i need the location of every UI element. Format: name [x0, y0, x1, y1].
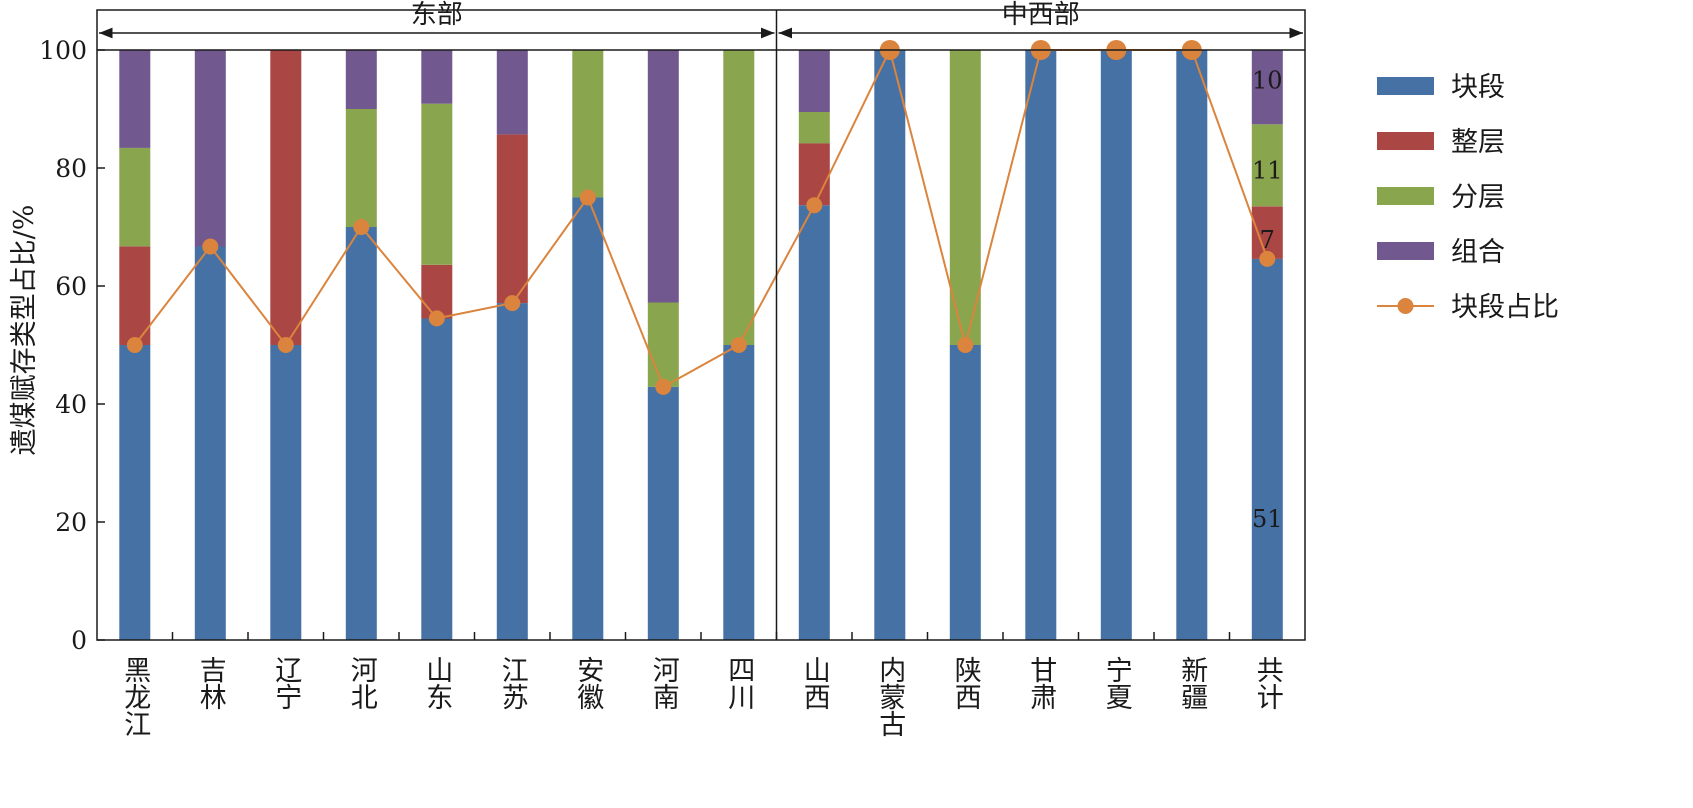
bar-segment — [647, 302, 679, 387]
y-tick-label: 40 — [55, 390, 87, 419]
line-point — [428, 310, 445, 327]
legend-line-marker — [1397, 298, 1414, 314]
legend-swatch — [1377, 187, 1434, 205]
x-tick-label: 新疆 — [1176, 656, 1208, 710]
line-point — [202, 238, 219, 255]
x-tick-label: 吉林 — [195, 656, 227, 710]
y-axis-title: 遗煤赋存类型占比/% — [9, 205, 40, 456]
bar-segment — [798, 50, 830, 112]
bar-segment — [949, 345, 981, 640]
bar-segment — [194, 246, 226, 640]
legend-label: 组合 — [1451, 237, 1505, 268]
y-tick-label: 60 — [55, 272, 87, 301]
group-label: 东部 — [411, 0, 463, 30]
x-tick-label: 山东 — [421, 656, 452, 710]
bar-segment — [421, 50, 453, 104]
bar-segment — [119, 246, 151, 345]
x-tick-label: 四川 — [723, 656, 755, 710]
bar-segment — [119, 345, 151, 640]
bar-segment — [421, 264, 453, 319]
line-point — [730, 337, 747, 353]
x-tick-label: 山西 — [799, 656, 830, 710]
legend-label: 块段 — [1451, 72, 1505, 103]
bar-segment — [194, 50, 226, 247]
x-tick-label: 宁夏 — [1101, 656, 1133, 710]
group-label: 中西部 — [1002, 0, 1080, 30]
bars-layer — [119, 50, 1283, 640]
bar-segment — [723, 50, 755, 345]
legend-swatch — [1377, 77, 1434, 95]
bar-segment — [345, 50, 377, 109]
bar-segment — [1251, 258, 1283, 640]
x-tick-label: 黑龙江 — [119, 656, 151, 737]
data-label: 7 — [1260, 226, 1275, 254]
x-tick-label: 辽宁 — [270, 656, 302, 710]
x-tick-label: 江苏 — [497, 656, 528, 710]
bar-segment — [345, 227, 377, 640]
data-label: 11 — [1252, 156, 1283, 184]
line-point — [579, 189, 596, 206]
y-axis-title-layer: 遗煤赋存类型占比/% — [9, 205, 40, 456]
legend-swatch — [1377, 132, 1434, 150]
legend-label: 块段占比 — [1451, 292, 1559, 323]
line-point — [655, 378, 672, 395]
group-labels-layer: 东部 中西部 — [99, 0, 1303, 640]
bar-segment — [647, 386, 679, 640]
bar-segment — [1100, 50, 1132, 640]
bar-segment — [647, 50, 679, 303]
bar-segment — [496, 303, 528, 640]
y-tick-label: 20 — [55, 508, 87, 537]
line-series-path — [134, 47, 1269, 389]
bar-segment — [270, 345, 302, 640]
bar-segment — [421, 318, 453, 640]
line-point — [957, 337, 974, 353]
bar-segment — [798, 112, 830, 144]
line-point — [806, 197, 823, 214]
data-label: 51 — [1252, 505, 1283, 533]
bar-segment — [1251, 124, 1283, 207]
x-tick-label: 甘肃 — [1025, 656, 1056, 710]
bar-segment — [270, 50, 302, 345]
line-point — [1259, 250, 1276, 267]
legend-swatch — [1377, 242, 1434, 260]
bar-segment — [1025, 50, 1057, 640]
axes-layer: 0 20 40 60 80 100 黑龙江 吉林 辽宁 河北 山东 江苏 安徽 河南 四川 山西 内蒙古 陕西 甘肃… — [39, 9, 1306, 737]
y-tick-label: 0 — [71, 626, 87, 655]
line-point — [126, 337, 143, 353]
legend-label: 整层 — [1451, 127, 1505, 158]
bar-segment — [421, 103, 453, 265]
annotations-layer: 51 7 11 10 — [1252, 67, 1283, 533]
bar-segment — [1176, 50, 1208, 640]
bar-segment — [572, 197, 604, 640]
bar-segment — [119, 147, 151, 247]
data-label: 10 — [1252, 67, 1283, 95]
y-tick-label: 100 — [39, 36, 87, 65]
x-tick-label: 内蒙古 — [874, 656, 905, 737]
bar-segment — [496, 50, 528, 135]
bar-segment — [119, 50, 151, 148]
y-tick-label: 80 — [55, 154, 87, 183]
bar-segment — [874, 50, 906, 640]
bar-segment — [496, 134, 528, 304]
bar-segment — [798, 205, 830, 640]
x-tick-label: 河南 — [648, 656, 680, 710]
bar-segment — [345, 109, 377, 227]
bar-segment — [723, 345, 755, 640]
bar-segment — [949, 50, 981, 345]
bar-segment — [1251, 50, 1283, 125]
x-tick-label: 共计 — [1252, 656, 1283, 710]
x-tick-label: 安徽 — [572, 656, 604, 710]
line-point — [277, 337, 294, 353]
legend-label: 分层 — [1451, 182, 1505, 213]
x-tick-label: 陕西 — [950, 656, 981, 710]
x-tick-label: 河北 — [346, 656, 378, 710]
bar-segment — [572, 50, 604, 198]
bar-segment — [798, 143, 830, 206]
line-point — [353, 219, 370, 235]
line-point — [504, 295, 521, 312]
